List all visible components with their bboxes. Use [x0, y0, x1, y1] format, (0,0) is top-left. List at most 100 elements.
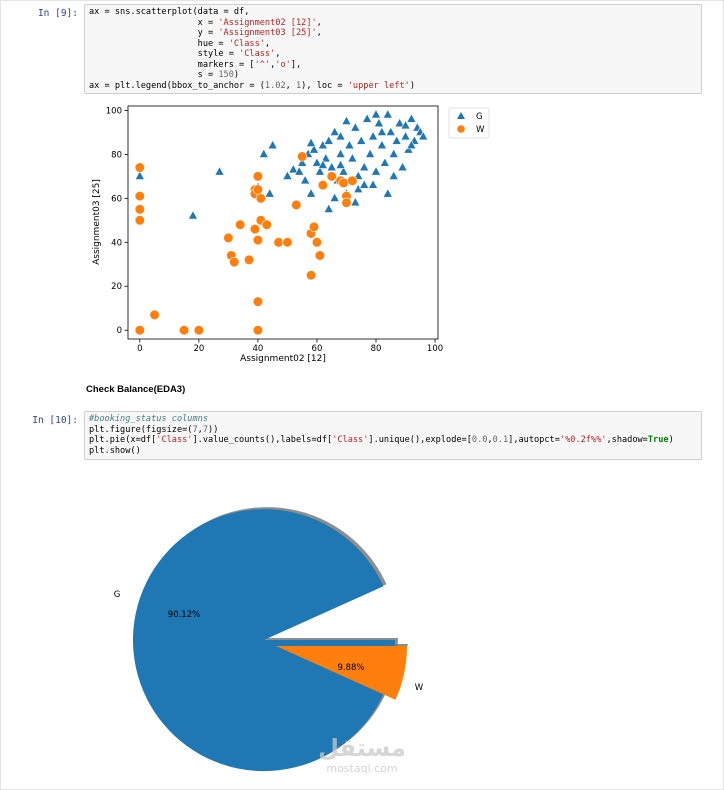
code-token: plt.figure(figsize=(: [89, 424, 193, 435]
scatter-point-g: [418, 130, 429, 141]
scatter-point-g: [359, 161, 370, 172]
legend-label-w: W: [476, 125, 485, 135]
x-tick-label: 0: [137, 344, 142, 354]
scatter-point-w: [347, 175, 358, 186]
code-token: ,shadow=: [606, 435, 648, 445]
watermark-arabic: مستقل: [318, 734, 406, 762]
scatter-point-g: [258, 148, 269, 158]
code-line: plt.show(): [89, 446, 697, 457]
scatter-point-g: [320, 152, 331, 163]
code-token: ],: [290, 59, 302, 70]
scatter-point-g: [326, 161, 337, 172]
scatter-point-w: [255, 193, 266, 204]
code-token: ].unique(),explode=[: [368, 435, 472, 445]
code-token: 'Assignment03 [25]': [218, 28, 317, 38]
scatter-point-g: [335, 159, 346, 169]
scatter-point-g: [323, 135, 334, 145]
scatter-point-g: [267, 139, 278, 150]
scatter-point-w: [326, 171, 337, 182]
code-cell-pie[interactable]: #booking_status columns plt.figure(figsiz…: [84, 411, 702, 460]
code-line: ax = plt.legend(bbox_to_anchor = (1.02, …: [89, 81, 697, 92]
scatter-point-g: [347, 152, 358, 163]
legend-marker-w: [457, 125, 465, 133]
code-line: y = 'Assignment03 [25]',: [89, 28, 697, 39]
scatter-point-g: [323, 203, 334, 213]
code-token: #booking_status columns: [89, 414, 208, 424]
scatter-point-g: [294, 166, 305, 176]
scatter-point-w: [341, 197, 352, 208]
code-token: plt.show(): [89, 445, 141, 456]
scatter-point-w: [314, 250, 326, 261]
scatter-point-g: [356, 135, 367, 145]
scatter-point-w: [305, 270, 317, 281]
scatter-point-g: [362, 113, 373, 123]
scatter-point-g: [394, 117, 405, 128]
scatter-point-g: [329, 126, 340, 136]
code-token: ,: [487, 435, 493, 445]
scatter-point-g: [308, 144, 320, 154]
scatter-point-g: [329, 192, 340, 202]
scatter-point-g: [388, 148, 399, 158]
code-token: True: [647, 435, 669, 445]
scatter-point-g: [382, 188, 393, 198]
scatter-point-g: [350, 122, 361, 132]
code-line: plt.figure(figsize=(7,7)): [89, 425, 697, 436]
scatter-point-w: [282, 237, 293, 248]
code-token: style =: [89, 49, 240, 59]
scatter-point-g: [288, 163, 299, 174]
plot-area-frame: [127, 105, 439, 340]
code-token: x =: [89, 17, 219, 28]
pie-slice-g: [133, 509, 396, 772]
code-cell-scatter[interactable]: ax = sns.scatterplot(data = df, x = 'Ass…: [84, 4, 702, 94]
code-token: ): [233, 70, 240, 80]
scatter-point-g: [311, 157, 323, 167]
scatter-point-g: [406, 139, 417, 150]
cell-prompt: In [9]:: [37, 8, 78, 19]
code-token: s =: [89, 70, 219, 80]
scatter-point-w: [134, 215, 145, 226]
code-token: ,: [270, 59, 276, 70]
scatter-point-w: [252, 171, 264, 182]
code-token: 'Class': [156, 435, 193, 445]
y-tick-label: 20: [111, 282, 122, 292]
scatter-point-w: [252, 325, 264, 336]
code-token: plt.pie(x=df[: [89, 435, 157, 445]
scatter-point-w: [149, 309, 160, 320]
code-token: 'Class': [332, 435, 369, 445]
scatter-point-g: [305, 137, 317, 147]
scatter-point-g: [335, 130, 346, 141]
x-tick-label: 40: [252, 344, 263, 354]
y-tick-label: 100: [106, 106, 122, 116]
code-token: 'Class': [239, 49, 276, 59]
scatter-point-g: [305, 188, 317, 198]
code-line: hue = 'Class',: [89, 39, 697, 50]
y-tick-label: 60: [111, 194, 122, 204]
legend-marker-g: [457, 112, 465, 119]
x-tick-label: 80: [371, 344, 382, 354]
code-token: '^': [254, 59, 271, 70]
code-token: 7: [202, 424, 209, 435]
scatter-point-g: [406, 113, 417, 123]
y-tick-label: 40: [111, 238, 122, 248]
scatter-point-w: [134, 325, 145, 336]
code-token: 0.0: [471, 435, 488, 445]
code-line: markers = ['^','o'],: [89, 60, 697, 71]
scatter-point-g: [397, 161, 408, 172]
scatter-point-g: [359, 179, 370, 189]
scatter-point-g: [341, 115, 352, 125]
code-token: )): [208, 424, 219, 435]
watermark-latin: mostaql.com: [326, 762, 397, 775]
code-token: ): [409, 80, 416, 91]
code-token: 'o': [275, 59, 291, 70]
scatter-point-g: [379, 157, 390, 167]
code-token: 'Assignment02 [12]': [218, 17, 317, 28]
scatter-point-g: [214, 166, 225, 176]
scatter-point-g: [400, 119, 411, 130]
y-tick-label: 0: [117, 326, 122, 336]
markdown-heading: Check Balance(EDA3): [86, 384, 186, 395]
code-token: markers = [: [89, 59, 255, 70]
scatter-point-g: [187, 210, 199, 220]
code-line: x = 'Assignment02 [12]',: [89, 18, 697, 29]
scatter-point-g: [317, 159, 328, 169]
